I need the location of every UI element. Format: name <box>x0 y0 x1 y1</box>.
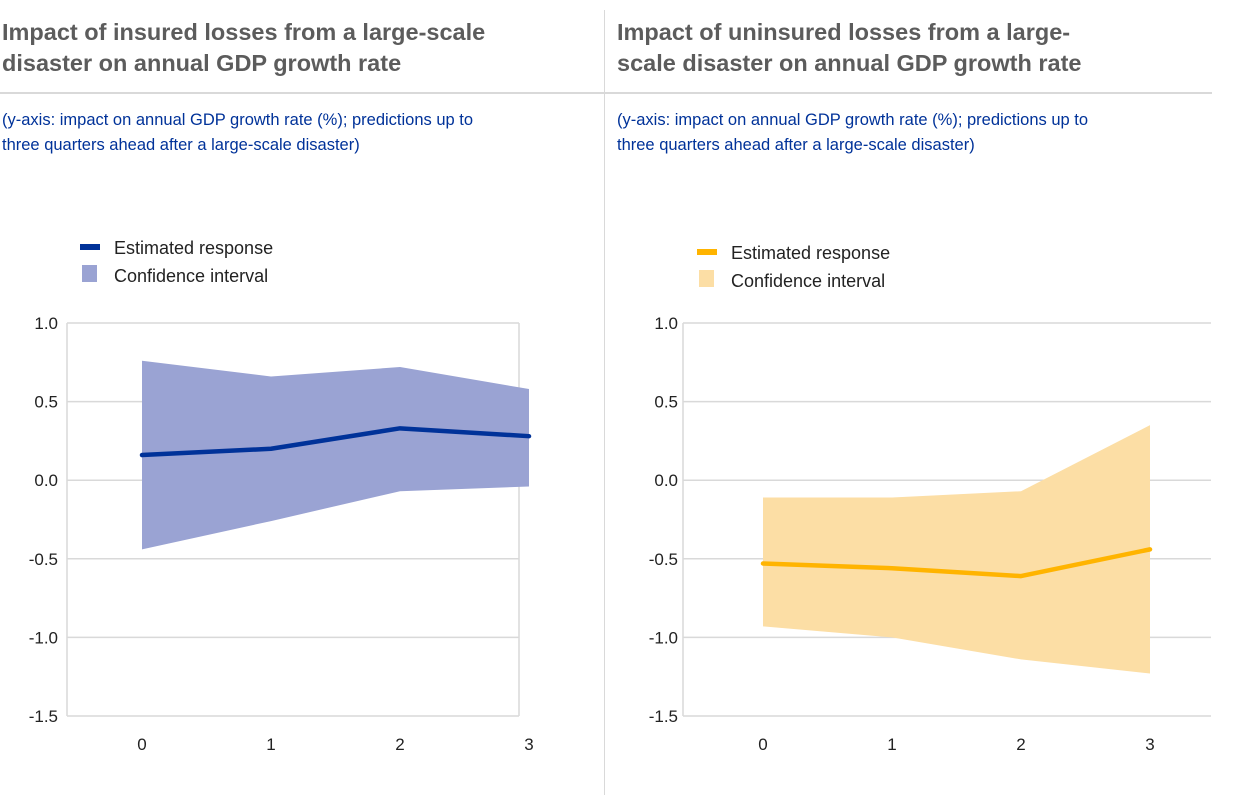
left-title-line-2: disaster on annual GDP growth rate <box>2 50 402 76</box>
y-tick-label: 0.0 <box>34 471 58 490</box>
x-tick-label: 1 <box>887 735 896 754</box>
legend-line-swatch <box>697 249 717 255</box>
chart-legend: Estimated response Confidence interval <box>697 243 890 291</box>
estimated-response-line <box>760 547 1153 579</box>
y-tick-label: 1.0 <box>34 314 58 333</box>
left-title-line-1: Impact of insured losses from a large-sc… <box>2 19 486 45</box>
legend-band-swatch <box>699 270 714 287</box>
left-title-divider <box>0 92 604 94</box>
x-tick-label: 0 <box>137 735 146 754</box>
x-tick-label: 0 <box>758 735 767 754</box>
y-tick-label: -1.0 <box>649 628 678 647</box>
right-chart-subtitle: (y-axis: impact on annual GDP growth rat… <box>617 108 1217 158</box>
y-tick-label: 0.0 <box>654 471 678 490</box>
legend-label-estimated-response: Estimated response <box>731 243 890 263</box>
x-tick-label: 3 <box>524 735 533 754</box>
y-tick-label: -0.5 <box>29 550 58 569</box>
legend-line-swatch <box>80 244 100 250</box>
y-tick-label: 1.0 <box>654 314 678 333</box>
y-tick-label: -1.5 <box>649 707 678 726</box>
x-tick-label: 2 <box>395 735 404 754</box>
legend-label-confidence-interval: Confidence interval <box>731 271 885 291</box>
y-tick-label: -0.5 <box>649 550 678 569</box>
right-title-line-2: scale disaster on annual GDP growth rate <box>617 50 1082 76</box>
right-chart-title: Impact of uninsured losses from a large-… <box>617 17 1217 79</box>
left-chart-subtitle: (y-axis: impact on annual GDP growth rat… <box>2 108 597 158</box>
chart-legend: Estimated response Confidence interval <box>80 238 273 286</box>
right-title-divider <box>605 92 1212 94</box>
x-tick-label: 3 <box>1145 735 1154 754</box>
right-subtitle-line-2: three quarters ahead after a large-scale… <box>617 136 975 154</box>
right-title-line-1: Impact of uninsured losses from a large- <box>617 19 1071 45</box>
y-tick-label: -1.0 <box>29 628 58 647</box>
insured-losses-chart: 1.0 0.5 0.0 -0.5 -1.0 -1.5 0 1 2 3 Estimated respo… <box>29 238 534 754</box>
uninsured-losses-chart: 1.0 0.5 0.0 -0.5 -1.0 -1.5 0 1 2 3 Estimated respo… <box>649 243 1211 754</box>
left-subtitle-line-1: (y-axis: impact on annual GDP growth rat… <box>2 111 474 129</box>
legend-band-swatch <box>82 265 97 282</box>
x-tick-label: 2 <box>1016 735 1025 754</box>
panel-divider <box>604 10 605 795</box>
right-subtitle-line-1: (y-axis: impact on annual GDP growth rat… <box>617 111 1089 129</box>
left-subtitle-line-2: three quarters ahead after a large-scale… <box>2 136 360 154</box>
left-chart-title: Impact of insured losses from a large-sc… <box>2 17 592 79</box>
confidence-interval-band <box>763 425 1150 674</box>
y-tick-label: -1.5 <box>29 707 58 726</box>
estimated-response-line <box>139 426 532 458</box>
confidence-interval-band <box>142 360 529 550</box>
legend-label-confidence-interval: Confidence interval <box>114 266 268 286</box>
y-tick-label: 0.5 <box>34 393 58 412</box>
x-tick-label: 1 <box>266 735 275 754</box>
legend-label-estimated-response: Estimated response <box>114 238 273 258</box>
y-tick-label: 0.5 <box>654 393 678 412</box>
